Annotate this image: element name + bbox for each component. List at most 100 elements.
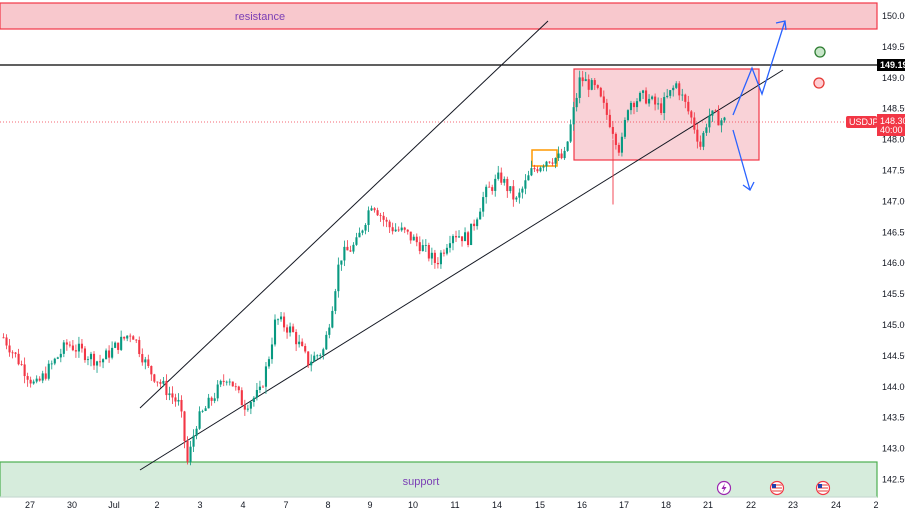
candle-up <box>370 208 373 211</box>
candle-up <box>476 219 479 227</box>
price-axis[interactable]: 150.00 149.50 149.00 148.50 148.00 147.50 147.… <box>882 11 905 485</box>
bullish-scenario-circle <box>814 46 826 58</box>
candle-down <box>536 169 539 172</box>
price-tick-label: 147.50 <box>882 166 905 176</box>
candle-down <box>551 162 554 164</box>
candle-down <box>397 229 400 231</box>
candle-up <box>629 102 633 111</box>
candle-up <box>479 211 482 220</box>
consolidation-box <box>573 68 760 161</box>
candle-down <box>684 94 687 102</box>
time-axis[interactable]: 27 30 Jul 2 3 4 7 8 9 10 11 14 15 16 17 18 21 22 23 24 2 <box>25 500 879 510</box>
candle-down <box>222 380 225 382</box>
candle-up <box>421 245 424 252</box>
candle-up <box>557 153 560 158</box>
candle-up <box>276 319 280 321</box>
candle-up <box>497 172 500 179</box>
lightning-event-icon[interactable] <box>716 480 732 496</box>
candle-down <box>473 223 476 227</box>
candle-up <box>509 186 512 192</box>
candle-down <box>135 339 138 341</box>
candle-up <box>545 161 548 167</box>
candle-up <box>518 192 521 198</box>
candle-up <box>249 402 252 409</box>
candle-up <box>675 83 678 88</box>
time-tick-label: Jul <box>108 500 120 510</box>
time-tick-label: 2 <box>873 500 878 510</box>
channel-upper-line <box>139 20 549 409</box>
price-tick-label: 144.50 <box>882 351 905 361</box>
candle-up <box>273 319 277 345</box>
candle-down <box>699 141 702 147</box>
candle-down <box>403 227 406 230</box>
us-flag-event-icon[interactable] <box>815 480 831 496</box>
candle-down <box>714 110 717 112</box>
candle-down <box>20 364 23 366</box>
candle-up <box>201 410 204 412</box>
candle-down <box>605 102 608 115</box>
candle-down <box>286 327 289 333</box>
candle-up <box>394 229 397 232</box>
candle-up <box>626 110 630 121</box>
candle-down <box>26 376 29 380</box>
candle-down <box>415 236 418 243</box>
candle-down <box>418 242 421 252</box>
price-tick-label: 145.00 <box>882 320 905 330</box>
candle-up <box>144 359 147 363</box>
us-flag-event-icon[interactable] <box>769 480 785 496</box>
candle-up <box>470 223 473 246</box>
candle-down <box>678 83 681 96</box>
candle-up <box>192 435 195 447</box>
candle-up <box>95 361 99 366</box>
candle-up <box>47 363 50 379</box>
candle-down <box>17 353 20 365</box>
candle-up <box>572 107 575 125</box>
candle-up <box>361 230 364 233</box>
candle-up <box>198 411 201 429</box>
candle-down <box>123 336 126 339</box>
candle-up <box>657 103 660 105</box>
candle-down <box>599 87 602 97</box>
candle-up <box>521 188 524 193</box>
candle-down <box>186 441 189 462</box>
time-tick-label: 3 <box>197 500 202 510</box>
candle-down <box>98 361 102 363</box>
time-tick-label: 9 <box>367 500 372 510</box>
candle-down <box>68 344 71 346</box>
candle-down <box>117 342 120 350</box>
candle-down <box>388 221 391 228</box>
candle-up <box>554 157 557 164</box>
candle-down <box>391 227 394 232</box>
bearish-scenario-circle <box>813 77 825 89</box>
candle-down <box>83 348 87 361</box>
candle-up <box>430 252 433 259</box>
candle-down <box>442 252 445 254</box>
candle-up <box>358 232 361 238</box>
time-tick-label: 21 <box>703 500 713 510</box>
candle-up <box>720 120 723 126</box>
candle-up <box>445 247 449 254</box>
candle-up <box>289 326 292 333</box>
candle-down <box>560 153 563 159</box>
candle-up <box>439 252 442 265</box>
time-tick-label: 8 <box>325 500 330 510</box>
price-tick-label: 143.00 <box>882 444 905 454</box>
candle-down <box>346 246 349 251</box>
candle-down <box>5 337 8 346</box>
candle-down <box>29 379 32 384</box>
candle-up <box>485 186 488 198</box>
candle-down <box>283 316 286 328</box>
candle-down <box>690 111 693 118</box>
candle-up <box>400 227 403 231</box>
candle-up <box>648 98 651 104</box>
candle-up <box>702 132 705 147</box>
candle-down <box>8 345 11 353</box>
candle-up <box>708 115 711 128</box>
candle-down <box>488 186 491 188</box>
breakout-marker-box <box>531 149 558 167</box>
candle-down <box>150 366 153 375</box>
candle-up <box>168 393 171 396</box>
candle-up <box>482 197 485 212</box>
candle-up <box>204 408 207 411</box>
